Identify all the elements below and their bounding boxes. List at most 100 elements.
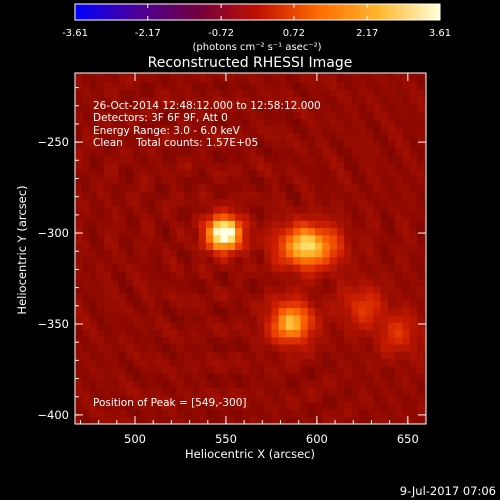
image-pixel bbox=[82, 125, 91, 134]
image-pixel bbox=[220, 73, 229, 76]
image-pixel bbox=[351, 96, 360, 105]
image-pixel bbox=[235, 234, 243, 243]
image-pixel bbox=[191, 73, 200, 76]
image-pixel bbox=[104, 314, 112, 323]
image-pixel bbox=[191, 89, 200, 98]
image-pixel bbox=[336, 205, 345, 214]
image-pixel bbox=[111, 213, 120, 221]
image-pixel bbox=[424, 227, 426, 236]
image-pixel bbox=[373, 263, 382, 272]
image-pixel bbox=[205, 220, 214, 229]
image-pixel bbox=[147, 365, 156, 374]
image-pixel bbox=[358, 329, 367, 338]
image-pixel bbox=[176, 205, 185, 214]
image-pixel bbox=[75, 387, 83, 396]
image-pixel bbox=[125, 89, 134, 98]
image-pixel bbox=[424, 242, 426, 250]
image-pixel bbox=[387, 183, 396, 192]
image-pixel bbox=[82, 205, 91, 214]
image-pixel bbox=[380, 227, 389, 236]
image-pixel bbox=[242, 176, 251, 185]
image-pixel bbox=[344, 365, 353, 374]
image-pixel bbox=[104, 89, 112, 98]
image-pixel bbox=[380, 380, 389, 389]
image-pixel bbox=[249, 169, 258, 178]
image-pixel bbox=[395, 183, 403, 192]
image-pixel bbox=[220, 416, 229, 424]
colorbar-tick-label: 2.17 bbox=[356, 28, 378, 39]
image-pixel bbox=[227, 133, 236, 141]
image-pixel bbox=[169, 293, 178, 301]
image-pixel bbox=[351, 118, 360, 127]
image-pixel bbox=[220, 82, 229, 90]
image-pixel bbox=[358, 416, 367, 424]
image-pixel bbox=[242, 234, 251, 243]
image-pixel bbox=[264, 154, 273, 163]
image-pixel bbox=[315, 118, 323, 127]
image-pixel bbox=[191, 140, 200, 149]
image-pixel bbox=[176, 133, 185, 141]
image-pixel bbox=[235, 198, 243, 207]
image-pixel bbox=[285, 358, 294, 367]
image-pixel bbox=[409, 365, 418, 374]
image-pixel bbox=[380, 103, 389, 112]
image-pixel bbox=[104, 307, 112, 316]
image-pixel bbox=[315, 133, 323, 141]
image-pixel bbox=[184, 205, 192, 214]
image-pixel bbox=[300, 169, 309, 178]
image-pixel bbox=[133, 176, 142, 185]
image-pixel bbox=[315, 74, 323, 83]
image-pixel bbox=[205, 271, 214, 280]
image-pixel bbox=[89, 416, 98, 424]
image-pixel bbox=[424, 183, 426, 192]
image-pixel bbox=[351, 351, 360, 360]
image-pixel bbox=[140, 82, 149, 90]
image-pixel bbox=[242, 329, 251, 338]
image-pixel bbox=[278, 307, 287, 316]
image-pixel bbox=[278, 409, 287, 418]
image-pixel bbox=[205, 205, 214, 214]
image-pixel bbox=[184, 314, 192, 323]
image-pixel bbox=[373, 285, 382, 294]
image-pixel bbox=[133, 147, 142, 156]
image-pixel bbox=[285, 220, 294, 229]
image-pixel bbox=[329, 147, 338, 156]
image-pixel bbox=[227, 103, 236, 112]
image-pixel bbox=[155, 300, 163, 309]
image-pixel bbox=[82, 394, 91, 403]
image-pixel bbox=[75, 336, 83, 345]
x-tick-label: 650 bbox=[397, 432, 419, 446]
image-pixel bbox=[155, 278, 163, 287]
image-pixel bbox=[191, 256, 200, 265]
image-pixel bbox=[184, 387, 192, 396]
image-pixel bbox=[424, 118, 426, 127]
image-pixel bbox=[249, 96, 258, 105]
image-pixel bbox=[409, 103, 418, 112]
image-pixel bbox=[89, 380, 98, 389]
image-pixel bbox=[256, 256, 265, 265]
image-pixel bbox=[104, 416, 112, 424]
image-pixel bbox=[256, 140, 265, 149]
image-pixel bbox=[162, 111, 171, 120]
image-pixel bbox=[96, 140, 105, 149]
image-pixel bbox=[227, 351, 236, 360]
image-pixel bbox=[75, 271, 83, 280]
image-pixel bbox=[133, 307, 142, 316]
image-pixel bbox=[147, 256, 156, 265]
image-pixel bbox=[111, 82, 120, 90]
image-pixel bbox=[402, 394, 411, 403]
image-pixel bbox=[140, 220, 149, 229]
image-pixel bbox=[278, 329, 287, 338]
image-pixel bbox=[125, 220, 134, 229]
image-pixel bbox=[293, 373, 302, 381]
image-pixel bbox=[169, 234, 178, 243]
image-pixel bbox=[213, 103, 222, 112]
image-pixel bbox=[278, 380, 287, 389]
image-pixel bbox=[118, 249, 127, 258]
image-pixel bbox=[322, 387, 331, 396]
image-pixel bbox=[176, 358, 185, 367]
image-pixel bbox=[75, 82, 83, 90]
image-pixel bbox=[75, 402, 83, 411]
image-pixel bbox=[118, 416, 127, 424]
image-pixel bbox=[184, 380, 192, 389]
